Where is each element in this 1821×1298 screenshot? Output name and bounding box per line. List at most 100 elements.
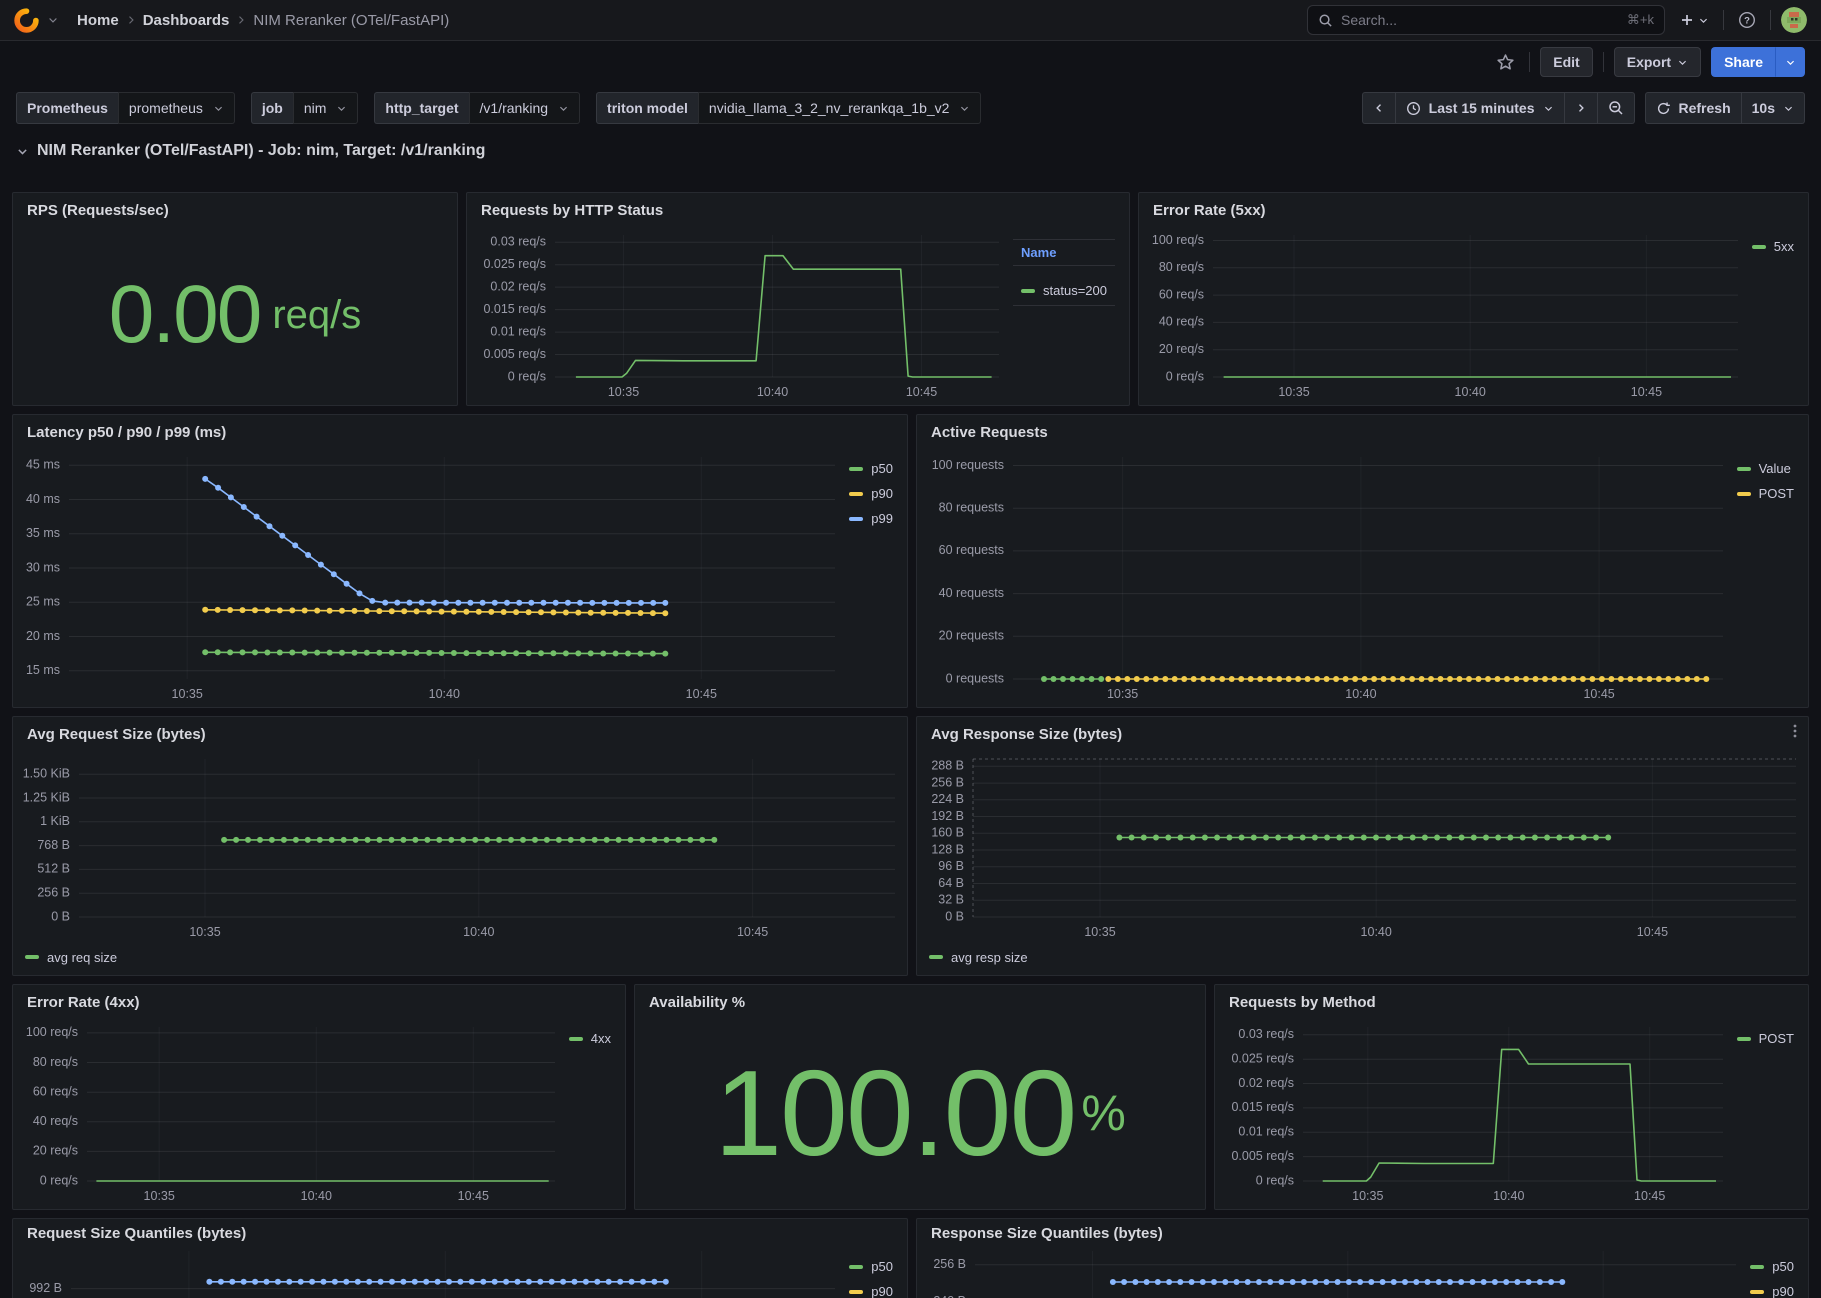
svg-text:10:40: 10:40: [1361, 925, 1392, 939]
panel-title[interactable]: Requests by Method: [1229, 993, 1376, 1011]
panel-title[interactable]: RPS (Requests/sec): [27, 201, 169, 219]
svg-text:0 B: 0 B: [51, 909, 70, 923]
series-color-dash: [1736, 466, 1751, 471]
stat-value-rps: 0.00 req/s: [13, 225, 457, 405]
legend-label: p99: [871, 511, 893, 526]
panel-title[interactable]: Avg Request Size (bytes): [27, 725, 206, 743]
panel-title[interactable]: Response Size Quantiles (bytes): [931, 1224, 1163, 1242]
time-range-picker[interactable]: Last 15 minutes: [1395, 92, 1565, 124]
svg-text:20 req/s: 20 req/s: [33, 1144, 78, 1158]
variable-datasource[interactable]: Prometheus prometheus: [16, 92, 235, 124]
legend-item[interactable]: p90: [849, 486, 893, 501]
svg-text:256 B: 256 B: [37, 885, 70, 899]
svg-text:80 requests: 80 requests: [939, 500, 1004, 514]
star-button[interactable]: [1492, 49, 1519, 76]
svg-text:10:45: 10:45: [1631, 385, 1662, 399]
legend-item[interactable]: status=200: [1013, 276, 1115, 306]
divider: [1723, 10, 1724, 30]
panel-title[interactable]: Error Rate (4xx): [27, 993, 140, 1011]
timeseries-chart[interactable]: 0 req/s 20 req/s 40 req/s 60 req/s 80 req/s 1…: [1139, 225, 1750, 405]
svg-text:10:40: 10:40: [463, 925, 494, 939]
refresh-interval-picker[interactable]: 10s: [1741, 92, 1805, 124]
svg-text:0 req/s: 0 req/s: [508, 369, 546, 383]
legend-item[interactable]: p90: [1750, 1284, 1794, 1298]
breadcrumb-dashboards[interactable]: Dashboards: [142, 11, 230, 29]
help-button[interactable]: ?: [1734, 7, 1760, 33]
legend-item[interactable]: avg req size: [25, 950, 117, 965]
dashboard-row-header[interactable]: NIM Reranker (OTel/FastAPI) - Job: nim, …: [0, 133, 1821, 169]
legend-item[interactable]: avg resp size: [929, 950, 1028, 965]
timeseries-chart[interactable]: 0 requests 20 requests 40 requests 60 reque…: [917, 447, 1735, 707]
legend-label: p50: [1772, 1259, 1794, 1274]
share-menu-button[interactable]: [1776, 47, 1805, 77]
svg-text:1.25 KiB: 1.25 KiB: [23, 790, 70, 804]
refresh-icon: [1656, 101, 1671, 116]
legend-item[interactable]: p99: [849, 511, 893, 526]
search-field[interactable]: [1341, 12, 1619, 28]
legend-item[interactable]: p90: [849, 1284, 893, 1298]
svg-text:32 B: 32 B: [938, 893, 964, 907]
share-button[interactable]: Share: [1711, 47, 1776, 77]
variable-job[interactable]: job nim: [250, 92, 359, 124]
variable-triton-model[interactable]: triton model nvidia_llama_3_2_nv_rerankq…: [596, 92, 982, 124]
legend-item[interactable]: p50: [849, 461, 893, 476]
time-shift-back-button[interactable]: [1361, 92, 1396, 124]
timeseries-chart[interactable]: 0 req/s 0.005 req/s 0.01 req/s 0.015 req/s 0…: [1215, 1017, 1735, 1209]
svg-text:0.01 req/s: 0.01 req/s: [490, 324, 546, 338]
user-avatar[interactable]: [1781, 7, 1807, 33]
legend-item[interactable]: 5xx: [1751, 239, 1794, 254]
panel-title[interactable]: Availability %: [649, 993, 746, 1011]
svg-text:0.015 req/s: 0.015 req/s: [1231, 1100, 1294, 1114]
legend-item[interactable]: POST: [1736, 1031, 1794, 1046]
panel-title[interactable]: Active Requests: [931, 423, 1048, 441]
series-color-dash: [929, 955, 943, 959]
zoom-out-button[interactable]: [1597, 92, 1635, 124]
add-new-button[interactable]: [1675, 8, 1713, 32]
time-shift-forward-button[interactable]: [1564, 92, 1598, 124]
breadcrumb: Home Dashboards NIM Reranker (OTel/FastA…: [77, 12, 449, 29]
svg-text:768 B: 768 B: [37, 838, 70, 852]
export-button[interactable]: Export: [1613, 47, 1702, 77]
svg-text:10:35: 10:35: [189, 925, 220, 939]
panel-title[interactable]: Error Rate (5xx): [1153, 201, 1266, 219]
svg-text:10:40: 10:40: [1493, 1189, 1524, 1203]
legend-item[interactable]: p50: [849, 1259, 893, 1274]
legend-item[interactable]: POST: [1736, 486, 1794, 501]
timeseries-chart[interactable]: 15 ms 20 ms 25 ms 30 ms 35 ms 40 ms 45 ms 10:35…: [13, 447, 847, 707]
chevron-down-icon: [959, 103, 970, 114]
legend-item[interactable]: 4xx: [568, 1031, 611, 1046]
panel-title[interactable]: Avg Response Size (bytes): [931, 725, 1123, 743]
refresh-interval-value: 10s: [1751, 100, 1775, 116]
chart-legend: Value POST: [1735, 447, 1808, 707]
series-color-dash: [849, 516, 864, 521]
edit-button[interactable]: Edit: [1540, 47, 1593, 77]
refresh-button[interactable]: Refresh: [1644, 92, 1742, 124]
legend-label: Value: [1758, 461, 1791, 476]
breadcrumb-current: NIM Reranker (OTel/FastAPI): [253, 11, 450, 29]
panel-menu-kebab-icon[interactable]: [1788, 723, 1802, 739]
legend-item[interactable]: Value: [1736, 461, 1791, 476]
panel-availability: Availability % 100.00 %: [634, 984, 1206, 1210]
timeseries-chart[interactable]: 0 req/s 20 req/s 40 req/s 60 req/s 80 req/s 1…: [13, 1017, 567, 1209]
plus-icon: [1679, 12, 1695, 28]
panel-response-size-quantiles: Response Size Quantiles (bytes) 256 B 240…: [916, 1218, 1809, 1298]
timeseries-chart[interactable]: 0 req/s 0.005 req/s 0.01 req/s 0.015 req/s 0…: [467, 225, 1011, 405]
legend-label: avg resp size: [951, 949, 1028, 965]
variable-http-target[interactable]: http_target /v1/ranking: [374, 92, 581, 124]
grafana-logo-icon[interactable]: [14, 7, 39, 33]
panel-title[interactable]: Request Size Quantiles (bytes): [27, 1224, 247, 1242]
panel-title[interactable]: Requests by HTTP Status: [481, 201, 664, 219]
chevron-down-icon[interactable]: [47, 14, 59, 26]
panel-title[interactable]: Latency p50 / p90 / p99 (ms): [27, 423, 227, 441]
legend-item[interactable]: p50: [1750, 1259, 1794, 1274]
timeseries-chart[interactable]: 0 B 32 B 64 B 96 B 128 B 160 B 192 B 224 B 256 B…: [917, 749, 1808, 945]
refresh-label: Refresh: [1678, 100, 1731, 116]
chevron-down-icon: [1698, 15, 1709, 26]
breadcrumb-home[interactable]: Home: [77, 11, 119, 29]
search-input[interactable]: ⌘+k: [1307, 5, 1665, 35]
timeseries-chart[interactable]: 0 B 256 B 512 B 768 B 1 KiB 1.25 KiB 1.50 KiB 1…: [13, 749, 907, 945]
chevron-down-icon: [336, 103, 347, 114]
